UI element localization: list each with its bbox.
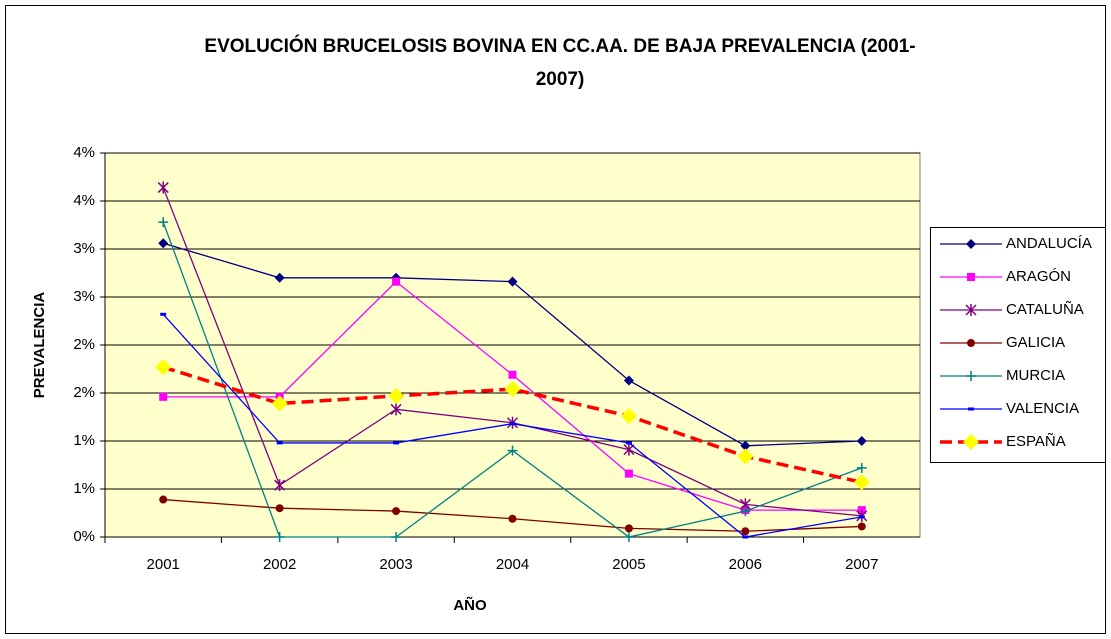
data-point	[390, 403, 402, 416]
data-point	[157, 181, 169, 194]
y-tick-label: 2%	[73, 336, 95, 353]
legend-label: VALENCIA	[1006, 400, 1079, 417]
data-point	[158, 238, 169, 249]
data-point	[271, 395, 288, 412]
data-point	[625, 441, 632, 445]
data-point	[275, 504, 284, 513]
data-point	[160, 312, 167, 316]
x-axis-label: AÑO	[453, 596, 487, 614]
data-point	[742, 535, 749, 539]
x-tick-label: 2004	[496, 556, 529, 573]
x-tick-label: 2007	[845, 556, 878, 573]
legend-marker	[968, 407, 974, 411]
data-point	[624, 469, 633, 478]
data-point	[740, 440, 751, 451]
data-point	[159, 392, 168, 401]
x-tick-label: 2002	[263, 556, 296, 573]
legend-marker	[963, 434, 979, 450]
legend-label: ARAGÓN	[1006, 268, 1071, 285]
data-point	[623, 375, 634, 386]
data-point	[155, 359, 172, 376]
x-tick-label: 2005	[612, 556, 645, 573]
y-tick-label: 4%	[73, 192, 95, 209]
y-tick-label: 3%	[73, 288, 95, 305]
data-point	[620, 408, 637, 425]
data-point	[392, 277, 401, 286]
data-point	[853, 474, 870, 491]
data-point	[392, 507, 401, 516]
y-tick-label: 0%	[73, 528, 95, 545]
data-point	[507, 276, 518, 287]
data-point	[159, 495, 168, 504]
legend-label: CATALUÑA	[1006, 301, 1084, 318]
data-point	[158, 217, 169, 228]
legend-marker	[966, 239, 976, 249]
data-point	[737, 448, 754, 465]
data-point	[388, 387, 405, 404]
data-point	[391, 532, 402, 542]
y-tick-label: 3%	[73, 240, 95, 257]
data-point	[504, 381, 521, 398]
legend-label: GALICIA	[1006, 334, 1065, 351]
data-point	[856, 462, 867, 473]
legend-label: ANDALUCÍA	[1006, 235, 1092, 252]
chart-title: EVOLUCIÓN BRUCELOSIS BOVINA EN CC.AA. DE…	[204, 36, 916, 90]
data-point	[856, 436, 867, 446]
data-point	[508, 514, 517, 523]
data-point	[858, 515, 865, 519]
legend	[930, 227, 1106, 463]
legend-label: MURCIA	[1006, 367, 1065, 384]
y-tick-label: 1%	[73, 480, 95, 497]
data-point	[276, 441, 283, 445]
legend-marker	[966, 371, 976, 381]
data-point	[741, 527, 750, 536]
x-tick-label: 2006	[729, 556, 762, 573]
data-point	[274, 479, 286, 492]
data-point	[509, 422, 516, 426]
data-point	[507, 445, 518, 456]
data-point	[624, 524, 633, 533]
x-tick-label: 2001	[147, 556, 180, 573]
data-point	[857, 522, 866, 531]
x-tick-label: 2003	[379, 556, 412, 573]
data-point	[274, 532, 285, 542]
data-point	[508, 370, 517, 379]
y-axis-label: PREVALENCIA	[31, 292, 48, 399]
legend-marker	[967, 339, 975, 347]
y-tick-label: 1%	[73, 432, 95, 449]
data-point	[274, 272, 285, 283]
data-point	[393, 441, 400, 445]
data-point	[740, 506, 751, 517]
y-tick-label: 4%	[73, 144, 95, 161]
legend-marker	[965, 304, 977, 316]
y-tick-label: 2%	[73, 384, 95, 401]
legend-label: ESPAÑA	[1006, 433, 1066, 450]
legend-marker	[967, 273, 975, 281]
data-point	[623, 532, 634, 542]
